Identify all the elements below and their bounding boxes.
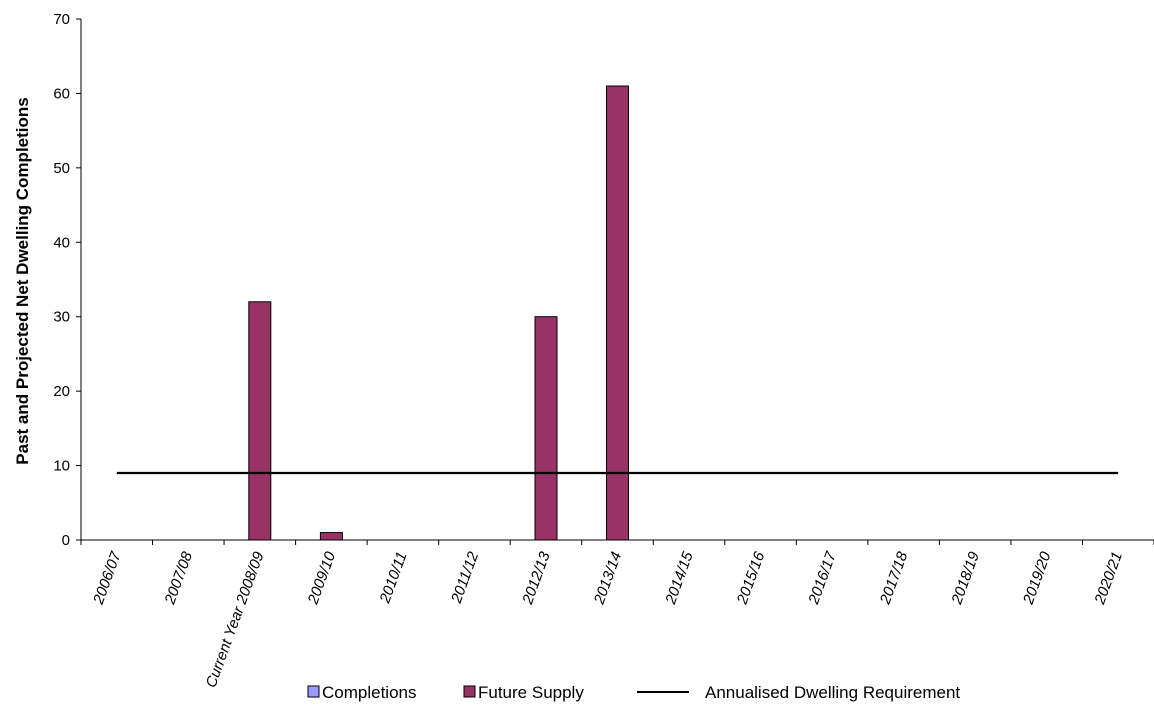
legend-label: Completions xyxy=(322,683,417,702)
legend: Completions Future Supply Annualised Dwell… xyxy=(307,683,960,702)
x-tick-label: 2015/16 xyxy=(733,549,768,607)
y-tick-label: 70 xyxy=(53,11,70,28)
plot-area xyxy=(116,85,1119,541)
x-tick-label: 2013/14 xyxy=(590,550,625,608)
y-tick-label: 20 xyxy=(53,383,70,400)
x-tick-label: Current Year 2008/09 xyxy=(203,549,268,690)
y-tick-label: 0 xyxy=(62,532,70,549)
y-tick-label: 40 xyxy=(53,234,70,251)
y-tick-label: 30 xyxy=(53,309,70,326)
y-tick-label: 50 xyxy=(53,160,70,177)
x-tick-label: 2009/10 xyxy=(304,549,339,607)
legend-swatch-completions xyxy=(307,685,320,698)
y-tick-label: 10 xyxy=(53,458,70,475)
bar-future-supply-3 xyxy=(319,532,343,541)
axes: 0 10 20 30 40 50 60 70 2006/07 2007/08 Current Yea… xyxy=(53,11,1154,690)
legend-swatch-future-supply xyxy=(463,685,476,698)
bar-future-supply-6 xyxy=(534,316,558,541)
x-tick-label: 2020/21 xyxy=(1091,550,1126,608)
x-tick-label: 2012/13 xyxy=(519,549,554,607)
x-tick-label: 2017/18 xyxy=(876,549,911,607)
x-tick-label: 2016/17 xyxy=(805,549,840,607)
x-tick-label: 2007/08 xyxy=(161,549,196,607)
legend-label: Annualised Dwelling Requirement xyxy=(705,683,960,702)
x-tick-label: 2018/19 xyxy=(948,549,983,607)
x-tick-label: 2019/20 xyxy=(1020,549,1055,607)
y-axis-label: Past and Projected Net Dwelling Completi… xyxy=(13,97,32,464)
x-tick-label: 2006/07 xyxy=(90,549,125,607)
x-tick-label: 2014/15 xyxy=(662,549,697,607)
x-tick-label: 2010/11 xyxy=(376,550,410,607)
legend-label: Future Supply xyxy=(478,683,584,702)
x-tick-label: 2011/12 xyxy=(448,549,483,606)
y-tick-label: 60 xyxy=(53,85,70,102)
bar-future-supply-2 xyxy=(248,301,272,541)
